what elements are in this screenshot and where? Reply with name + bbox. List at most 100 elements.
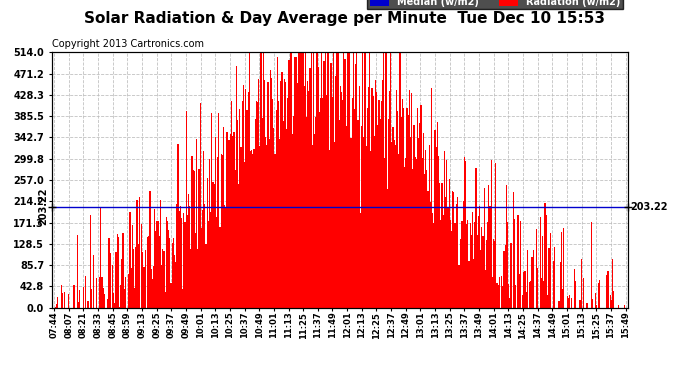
Bar [302, 53, 304, 308]
Bar [154, 209, 155, 308]
Bar [267, 82, 268, 308]
Bar [451, 231, 452, 308]
Bar [438, 156, 439, 308]
Bar [305, 53, 306, 308]
Bar [64, 292, 65, 308]
Bar [210, 212, 211, 308]
Bar [489, 206, 491, 308]
Bar [122, 232, 124, 308]
Bar [271, 78, 272, 308]
Bar [286, 129, 287, 308]
Bar [389, 91, 390, 308]
Bar [459, 265, 460, 308]
Bar [189, 206, 190, 308]
Bar [315, 117, 317, 308]
Bar [329, 150, 331, 308]
Bar [484, 188, 485, 308]
Bar [472, 212, 473, 308]
Bar [193, 170, 194, 308]
Bar [351, 98, 353, 308]
Bar [235, 170, 236, 308]
Bar [566, 296, 568, 307]
Bar [236, 66, 237, 308]
Bar [257, 102, 258, 308]
Bar [219, 226, 221, 308]
Bar [442, 183, 443, 308]
Bar [474, 222, 475, 308]
Bar [612, 260, 613, 308]
Bar [561, 232, 562, 308]
Bar [591, 222, 592, 308]
Bar [169, 238, 170, 308]
Bar [250, 152, 251, 308]
Bar [85, 276, 86, 308]
Bar [447, 207, 448, 308]
Bar [486, 240, 487, 308]
Bar [306, 117, 307, 308]
Bar [410, 138, 411, 308]
Bar [314, 134, 315, 308]
Bar [108, 238, 110, 308]
Bar [368, 87, 369, 308]
Bar [115, 252, 117, 308]
Bar [542, 237, 543, 308]
Bar [424, 174, 425, 308]
Bar [546, 296, 548, 307]
Bar [319, 112, 320, 308]
Bar [159, 236, 160, 308]
Bar [355, 64, 356, 308]
Bar [263, 53, 264, 308]
Bar [390, 53, 391, 308]
Bar [458, 265, 459, 308]
Bar [497, 285, 499, 308]
Bar [529, 282, 531, 308]
Bar [415, 157, 416, 308]
Bar [100, 207, 101, 308]
Bar [320, 98, 321, 308]
Bar [406, 108, 408, 307]
Bar [110, 254, 111, 308]
Bar [377, 125, 378, 308]
Bar [176, 204, 177, 308]
Bar [408, 90, 410, 308]
Bar [287, 98, 288, 308]
Bar [480, 250, 481, 307]
Bar [190, 249, 191, 308]
Bar [371, 88, 373, 308]
Bar [613, 291, 615, 308]
Bar [607, 271, 609, 308]
Bar [487, 222, 489, 308]
Bar [341, 92, 342, 308]
Bar [191, 156, 193, 308]
Bar [292, 134, 293, 308]
Bar [333, 53, 334, 308]
Bar [376, 92, 377, 308]
Bar [118, 237, 119, 308]
Bar [381, 101, 382, 308]
Bar [213, 183, 214, 308]
Text: Copyright 2013 Cartronics.com: Copyright 2013 Cartronics.com [52, 39, 204, 50]
Bar [68, 294, 69, 307]
Bar [386, 189, 388, 308]
Bar [248, 53, 250, 308]
Bar [464, 157, 465, 308]
Bar [558, 301, 560, 307]
Bar [162, 249, 164, 308]
Bar [125, 277, 126, 308]
Bar [160, 200, 161, 308]
Bar [373, 96, 374, 308]
Bar [533, 250, 534, 307]
Bar [216, 216, 217, 308]
Bar [195, 233, 196, 308]
Bar [540, 217, 541, 308]
Bar [592, 299, 593, 307]
Bar [439, 183, 440, 308]
Text: 203.22: 203.22 [630, 202, 668, 211]
Bar [113, 292, 115, 308]
Bar [356, 53, 357, 308]
Bar [278, 101, 279, 308]
Bar [383, 53, 384, 308]
Bar [445, 197, 446, 308]
Bar [201, 228, 202, 308]
Bar [432, 213, 433, 308]
